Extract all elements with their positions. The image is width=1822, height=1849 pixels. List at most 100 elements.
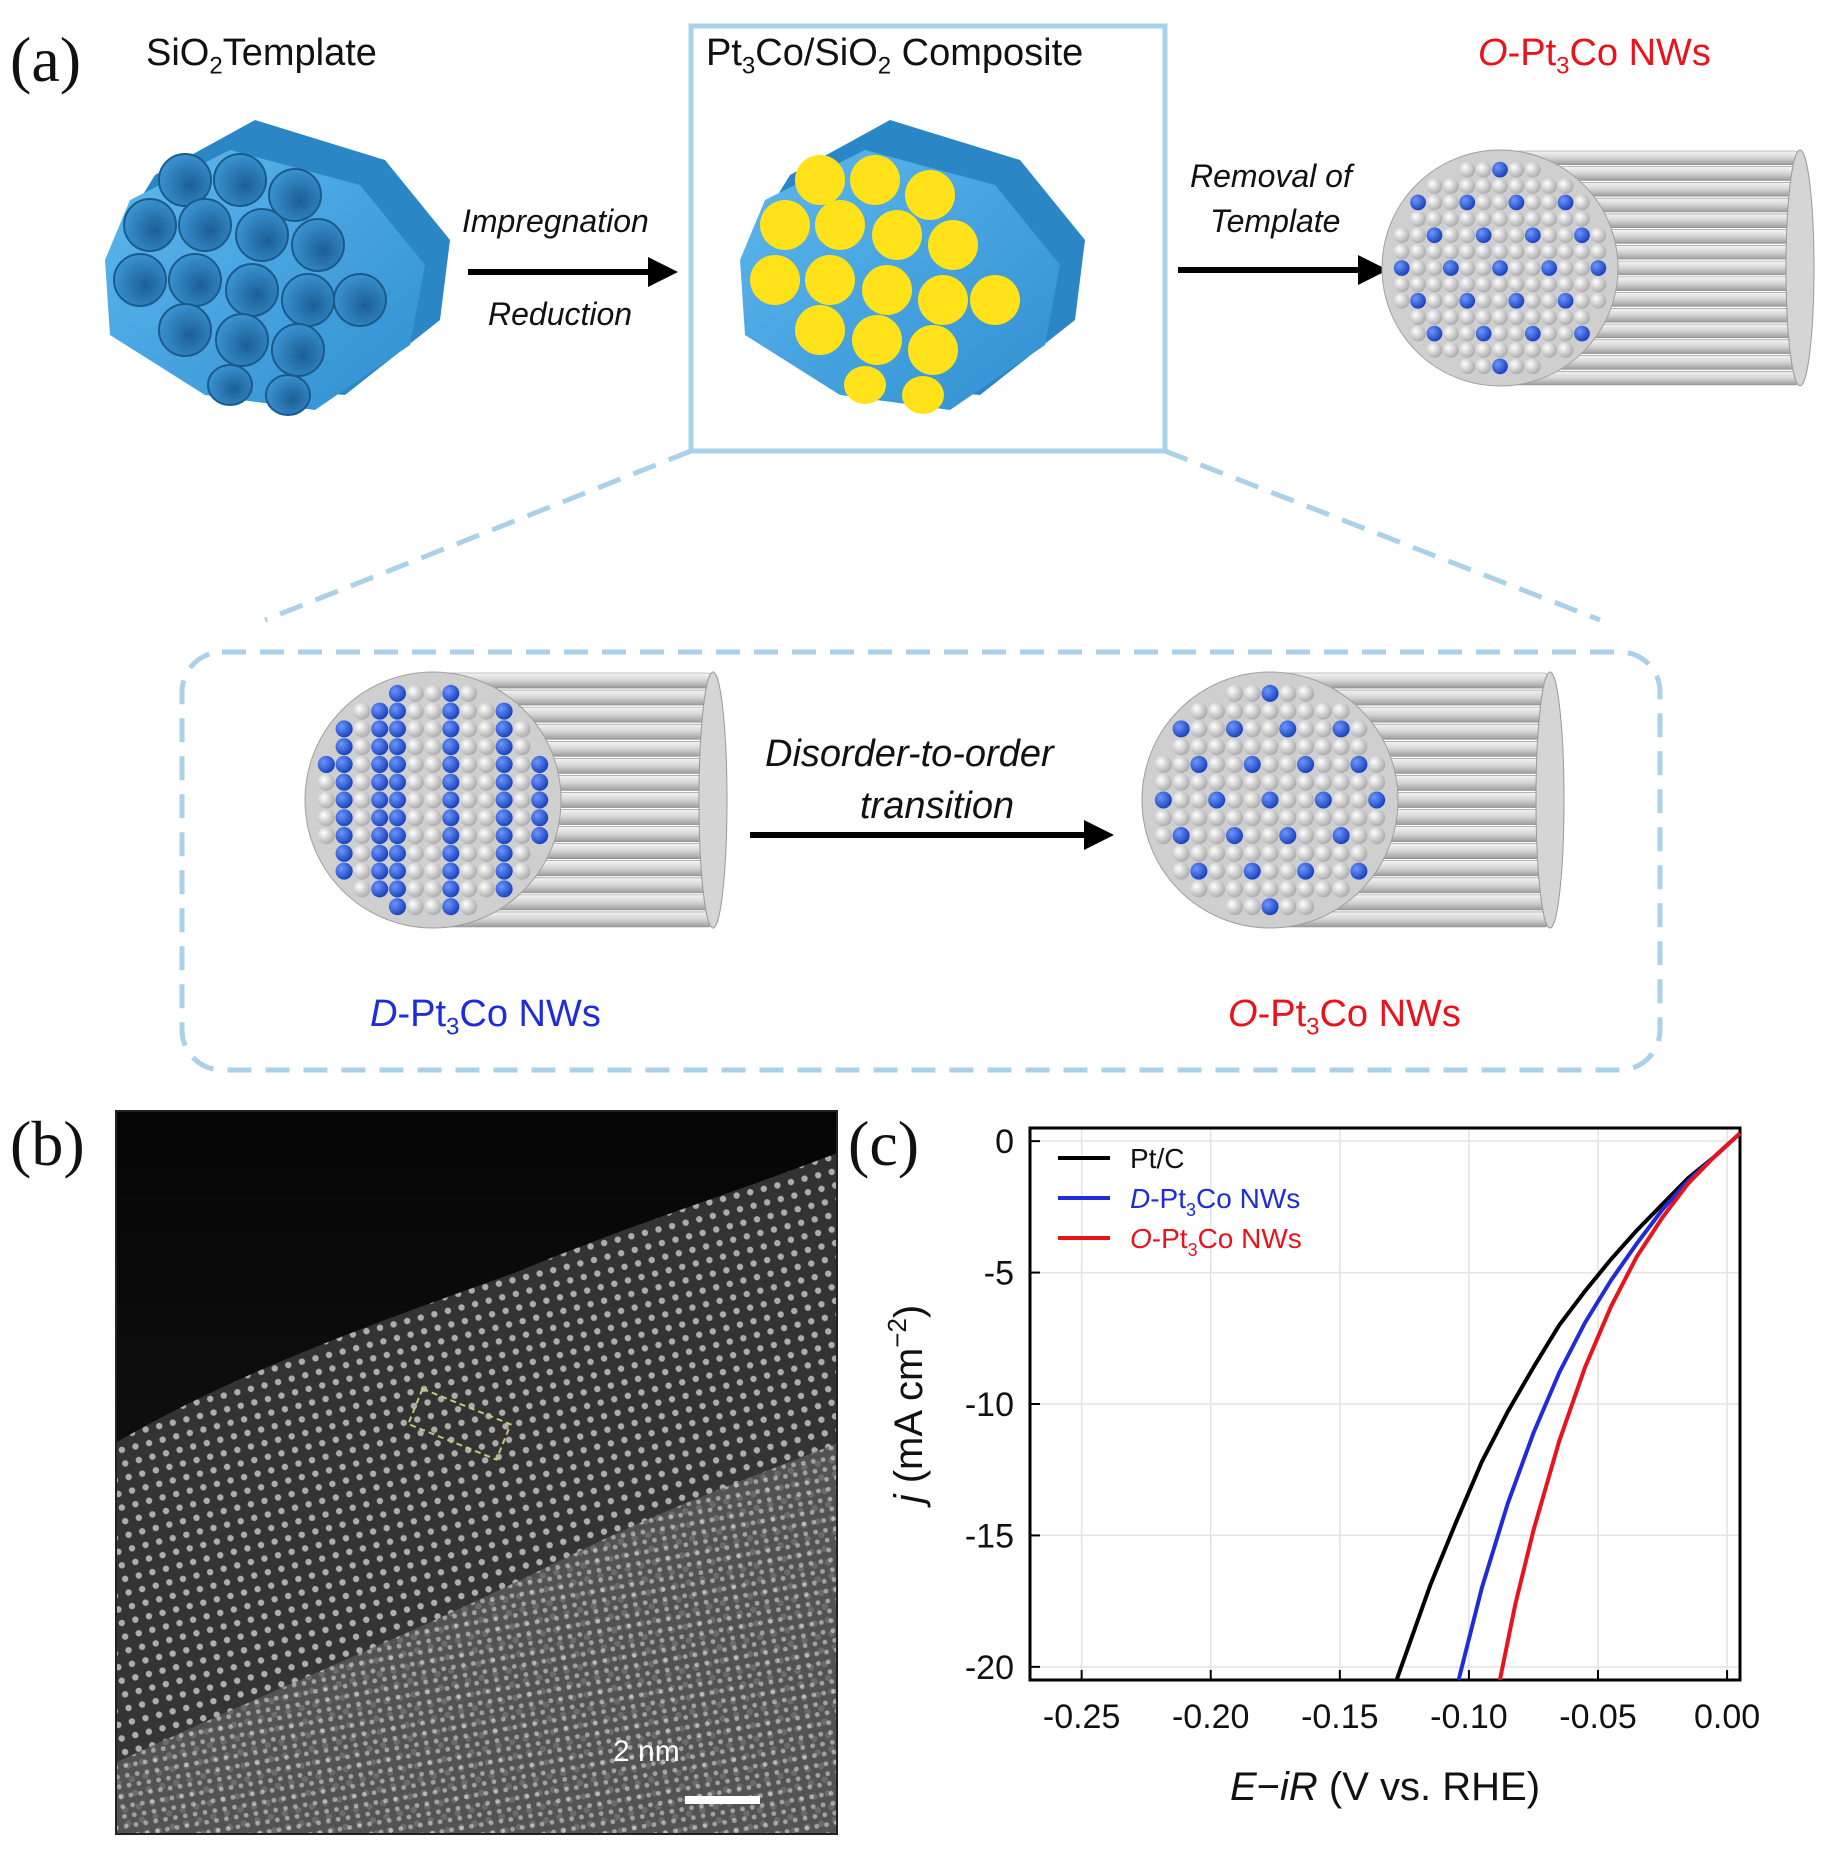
co-atom <box>371 844 389 862</box>
co-atom <box>495 755 513 773</box>
pt-atom <box>406 898 424 916</box>
pt-atom <box>1332 755 1350 773</box>
pt-atom <box>1541 210 1558 227</box>
pt-atom <box>1190 827 1208 845</box>
pt-atom <box>1190 809 1208 827</box>
co-atom <box>1475 325 1492 342</box>
pt-atom <box>1442 210 1459 227</box>
pt-atom <box>1208 755 1226 773</box>
pt-atom <box>1508 325 1525 342</box>
pt-atom <box>1314 862 1332 880</box>
pt-atom <box>1492 194 1508 211</box>
co-atom <box>1314 791 1332 809</box>
pt-atom <box>460 898 478 916</box>
pt-atom <box>513 738 531 756</box>
highlight-box <box>407 1387 512 1461</box>
pt-atom <box>353 862 371 880</box>
co-atom <box>1492 358 1508 375</box>
pt-atom <box>1442 243 1459 260</box>
pt-atom <box>513 791 531 809</box>
pt-atom <box>1297 773 1315 791</box>
pt-atom <box>1243 791 1261 809</box>
pt-atom <box>460 844 478 862</box>
co-atom <box>388 809 406 827</box>
pt-atom <box>424 684 442 702</box>
co-atom <box>495 809 513 827</box>
pt-atom <box>1475 194 1492 211</box>
co-atom <box>335 720 353 738</box>
co-atom <box>531 791 549 809</box>
pt-atom <box>1475 178 1492 194</box>
co-atom <box>1475 227 1492 244</box>
pt-atom <box>1172 791 1190 809</box>
pt-atom <box>1297 880 1315 898</box>
pt-atom <box>1492 309 1508 326</box>
pt-atom <box>1590 276 1607 293</box>
pt-atom <box>1297 738 1315 756</box>
pt-atom <box>1393 276 1410 293</box>
pt-atom <box>1557 276 1574 293</box>
co-atom <box>1350 862 1368 880</box>
pt-atom <box>1225 862 1243 880</box>
pt-atom <box>1350 827 1368 845</box>
step1-bottom-label: Reduction <box>488 296 633 332</box>
co-atom <box>335 827 353 845</box>
pt-atom <box>1208 827 1226 845</box>
pt-atom <box>460 738 478 756</box>
co-atom <box>1368 791 1386 809</box>
pt-atom <box>1261 880 1279 898</box>
co-atom <box>1154 791 1172 809</box>
stem-image <box>115 1110 838 1835</box>
pt-atom <box>460 720 478 738</box>
pt-atom <box>1475 161 1492 178</box>
pt-atom <box>406 702 424 720</box>
pt-atom <box>513 773 531 791</box>
co-atom <box>442 827 460 845</box>
pt-atom <box>1297 898 1315 916</box>
co-atom <box>1410 292 1426 309</box>
legend-label: Pt/C <box>1130 1143 1184 1174</box>
synthesis-scheme <box>105 23 1815 1073</box>
pt-atom <box>1492 178 1508 194</box>
pt-atom <box>1261 844 1279 862</box>
co-atom <box>442 791 460 809</box>
pt-atom <box>1524 292 1541 309</box>
pt-atom <box>424 773 442 791</box>
co-atom <box>371 862 389 880</box>
pt-atom <box>406 738 424 756</box>
pt-atom <box>1154 809 1172 827</box>
pt-atom <box>1524 161 1541 178</box>
co-atom <box>1557 292 1574 309</box>
pt-atom <box>1508 243 1525 260</box>
pt-atom <box>1557 178 1574 194</box>
x-tick-label: -0.10 <box>1430 1698 1508 1736</box>
pt-atom <box>424 898 442 916</box>
pt-atom <box>1279 898 1297 916</box>
co-atom <box>371 738 389 756</box>
pt-atom <box>1410 210 1426 227</box>
pt-atom <box>1279 738 1297 756</box>
co-atom <box>335 791 353 809</box>
pt-atom <box>1154 755 1172 773</box>
pt-atom <box>477 702 495 720</box>
pt-atom <box>1261 862 1279 880</box>
pt-atom <box>1208 880 1226 898</box>
pt-atom <box>1574 292 1590 309</box>
co-atom <box>1508 194 1525 211</box>
pt-atom <box>1459 309 1476 326</box>
co-atom <box>1393 260 1410 276</box>
pt-atom <box>1459 276 1476 293</box>
pt-atom <box>317 809 335 827</box>
pt-atom <box>1225 702 1243 720</box>
ordered-nanowire-inset-icon <box>1141 671 1565 929</box>
pt-atom <box>1332 791 1350 809</box>
pt-atom <box>1208 738 1226 756</box>
pt-atom <box>424 702 442 720</box>
pt-atom <box>513 844 531 862</box>
pt-atom <box>477 755 495 773</box>
pt-atom <box>1475 309 1492 326</box>
pt-atom <box>1393 292 1410 309</box>
co-atom <box>1297 755 1315 773</box>
pt-atom <box>353 720 371 738</box>
pt-atom <box>1314 844 1332 862</box>
